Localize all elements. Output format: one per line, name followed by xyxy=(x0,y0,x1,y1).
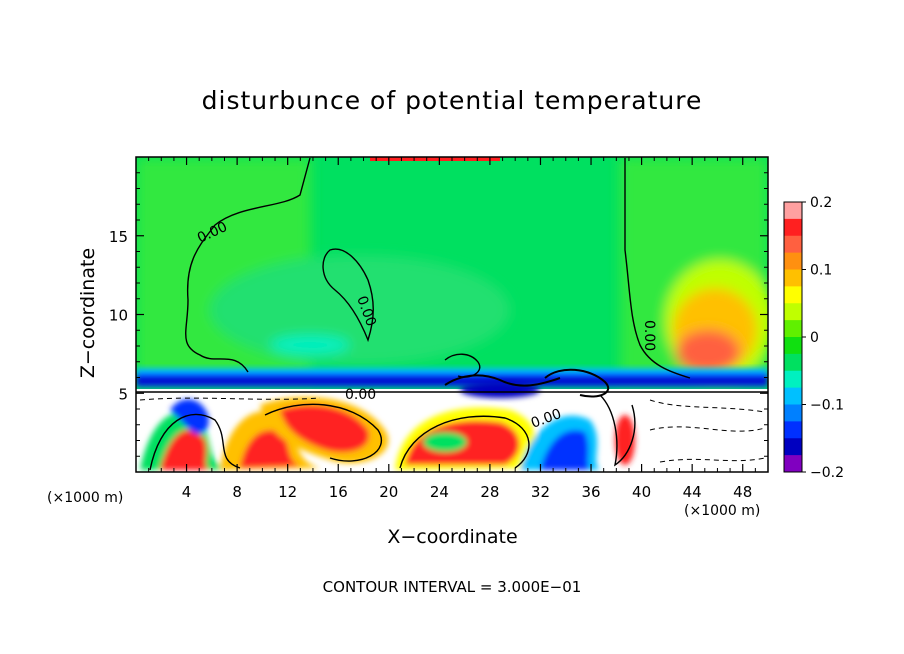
y-axis-label: Z−coordinate xyxy=(77,247,99,379)
colorbar-swatch xyxy=(784,404,802,422)
contour-mid xyxy=(322,248,374,343)
colorbar-swatch xyxy=(784,438,802,456)
x-tick-label: 24 xyxy=(430,483,449,501)
lower-blue-2 xyxy=(540,430,590,470)
lower-green-2 xyxy=(423,432,467,452)
y-tick-label: 5 xyxy=(118,385,128,403)
contour-label: 0.00 xyxy=(641,320,657,351)
colorbar-swatch xyxy=(784,455,802,473)
dashed-contour-1 xyxy=(139,397,321,401)
x-tick-label: 48 xyxy=(733,483,752,501)
contour-label: 0.00 xyxy=(345,387,376,403)
lower-red-3 xyxy=(280,405,370,453)
heatmap-field xyxy=(136,157,768,472)
contour-interval-note: CONTOUR INTERVAL = 3.000E−01 xyxy=(322,578,582,596)
x-tick-label: 28 xyxy=(480,483,499,501)
top-edge-strip xyxy=(370,157,500,161)
contour-right xyxy=(624,158,691,379)
contour-lower-3 xyxy=(399,415,530,469)
region-cyan-patch xyxy=(270,335,350,355)
colorbar-swatch xyxy=(784,286,802,304)
contour-lower-4 xyxy=(599,394,636,467)
dashed-contour-4 xyxy=(659,457,766,463)
dashed-contour-2 xyxy=(649,399,766,413)
contour-lines xyxy=(136,157,768,471)
colorbar-swatch xyxy=(784,218,802,237)
y-axis-ticks: 5 10 15 xyxy=(109,228,768,403)
colorbar-swatch xyxy=(784,202,802,220)
contour-blob-2 xyxy=(544,368,610,398)
contour-lower-2 xyxy=(264,403,382,462)
x-tick-label: 44 xyxy=(683,483,702,501)
colorbar-swatch xyxy=(784,303,802,321)
colorbar-tick-label: 0.1 xyxy=(810,263,832,279)
chart-title: disturbunce of potential temperature xyxy=(201,86,703,115)
colorbar-swatch xyxy=(784,337,802,355)
colorbar-swatch xyxy=(784,235,802,254)
warm-anomaly-core xyxy=(676,330,740,374)
lower-red-1 xyxy=(160,430,212,470)
x-tick-label: 4 xyxy=(182,483,192,501)
contour-blob-1 xyxy=(444,374,561,387)
x-axis-label: X−coordinate xyxy=(387,526,518,548)
colorbar-tick-label: 0 xyxy=(810,330,819,346)
x-tick-label: 8 xyxy=(232,483,242,501)
contour-lower-1 xyxy=(149,413,241,471)
x-axis-ticks: 4 8 12 16 20 24 28 32 36 40 44 48 xyxy=(182,157,752,501)
lower-blue-4 xyxy=(460,382,540,398)
x-tick-label: 16 xyxy=(329,483,348,501)
minor-ticks xyxy=(136,157,768,472)
colorbar-swatch xyxy=(784,421,802,439)
dashed-contours xyxy=(139,397,766,463)
colorbar-swatch xyxy=(784,353,802,372)
colorbar-tick-label: −0.1 xyxy=(810,398,844,414)
y-tick-label: 10 xyxy=(109,307,128,325)
dashed-contour-3 xyxy=(649,426,766,432)
lower-red-5 xyxy=(615,415,635,465)
x-tick-label: 32 xyxy=(531,483,550,501)
x-unit-left: (×1000 m) xyxy=(47,490,124,506)
colorbar xyxy=(783,201,803,473)
colorbar-ticks: 0.2 0.1 0 −0.1 −0.2 xyxy=(802,195,844,481)
contour-left xyxy=(185,157,311,373)
lower-blue-3 xyxy=(170,399,209,435)
contour-blob-3 xyxy=(444,353,481,378)
colorbar-tick-label: −0.2 xyxy=(810,465,844,481)
x-tick-label: 20 xyxy=(379,483,398,501)
colorbar-swatch xyxy=(784,320,802,338)
colorbar-tick-label: 0.2 xyxy=(810,195,832,211)
x-unit-right: (×1000 m) xyxy=(684,503,761,519)
x-tick-label: 36 xyxy=(581,483,600,501)
x-tick-label: 12 xyxy=(278,483,297,501)
colorbar-swatch xyxy=(784,252,802,270)
colorbar-swatch xyxy=(784,370,802,389)
x-tick-label: 40 xyxy=(632,483,651,501)
colorbar-swatch xyxy=(784,387,802,405)
colorbar-swatch xyxy=(784,269,802,287)
y-tick-label: 15 xyxy=(109,228,128,246)
